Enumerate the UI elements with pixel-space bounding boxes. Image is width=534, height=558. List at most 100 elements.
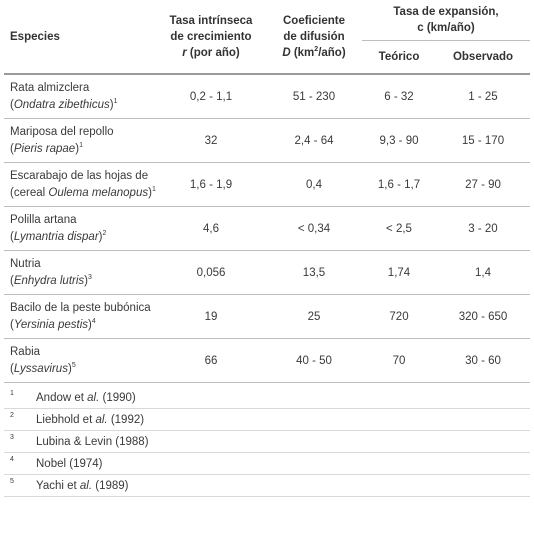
species-latin-line: (Ondatra zibethicus)1 bbox=[10, 97, 118, 111]
diffusion-cell: 0,4 bbox=[266, 162, 362, 207]
species-latin-name: Oulema melanopus bbox=[48, 186, 149, 199]
species-latin-line: (Lyssavirus)5 bbox=[10, 361, 76, 375]
species-ref-marker: 4 bbox=[91, 317, 96, 325]
diffusion-cell: 40 - 50 bbox=[266, 338, 362, 383]
theoretical-cell: 720 bbox=[362, 294, 436, 339]
species-ref-marker: 5 bbox=[71, 361, 76, 369]
reference-text: Yachi et al. (1989) bbox=[36, 480, 530, 492]
reference-item: 5 Yachi et al. (1989) bbox=[4, 475, 530, 497]
header-diffusion-line1: Coeficiente bbox=[283, 14, 345, 27]
table-row: Mariposa del repollo (Pieris rapae)1 32 … bbox=[4, 118, 530, 163]
references-list: 1 Andow et al. (1990) 2 Liebhold et al. … bbox=[4, 387, 530, 497]
observed-cell: 27 - 90 bbox=[436, 162, 530, 207]
observed-cell: 3 - 20 bbox=[436, 206, 530, 251]
species-common-name: Rabia bbox=[10, 345, 41, 358]
reference-item: 1 Andow et al. (1990) bbox=[4, 387, 530, 409]
diffusion-cell: < 0,34 bbox=[266, 206, 362, 251]
growth-rate-cell: 4,6 bbox=[156, 206, 266, 251]
reference-text: Lubina & Levin (1988) bbox=[36, 436, 530, 448]
header-species: Especies bbox=[10, 30, 60, 43]
reference-text: Nobel (1974) bbox=[36, 458, 530, 470]
reference-author: Andow et bbox=[36, 391, 88, 404]
header-expansion-line2: c (km/año) bbox=[417, 22, 475, 34]
reference-number: 3 bbox=[10, 434, 14, 441]
reference-etal: al. bbox=[95, 413, 108, 426]
diffusion-cell: 13,5 bbox=[266, 250, 362, 295]
reference-item: 4 Nobel (1974) bbox=[4, 453, 530, 475]
header-diffusion-unit-b: /año) bbox=[318, 46, 346, 59]
theoretical-cell: 6 - 32 bbox=[362, 73, 436, 119]
reference-author: Liebhold et bbox=[36, 413, 96, 426]
species-latin-name: Lymantria dispar bbox=[13, 230, 99, 243]
observed-cell: 1,4 bbox=[436, 250, 530, 295]
header-observed: Observado bbox=[436, 40, 530, 74]
reference-item: 2 Liebhold et al. (1992) bbox=[4, 409, 530, 431]
diffusion-cell: 25 bbox=[266, 294, 362, 339]
observed-cell: 1 - 25 bbox=[436, 73, 530, 119]
reference-number: 5 bbox=[10, 478, 14, 485]
observed-cell: 30 - 60 bbox=[436, 338, 530, 383]
species-cell: Polilla artana (Lymantria dispar)2 bbox=[4, 206, 156, 251]
observed-cell: 320 - 650 bbox=[436, 294, 530, 339]
theoretical-cell: 1,74 bbox=[362, 250, 436, 295]
header-growth-unit: (por año) bbox=[186, 46, 240, 59]
growth-rate-cell: 32 bbox=[156, 118, 266, 163]
species-common-name: Nutria bbox=[10, 257, 41, 270]
species-ref-marker: 1 bbox=[113, 97, 118, 105]
reference-year: (1989) bbox=[92, 479, 129, 492]
species-latin-line: (Lymantria dispar)2 bbox=[10, 229, 107, 243]
species-cell: Rabia (Lyssavirus)5 bbox=[4, 338, 156, 383]
theoretical-cell: 1,6 - 1,7 bbox=[362, 162, 436, 207]
theoretical-cell: 70 bbox=[362, 338, 436, 383]
reference-etal: al. bbox=[87, 391, 100, 404]
species-common-name: Escarabajo de las hojas de bbox=[10, 169, 149, 182]
species-latin-line: (cereal Oulema melanopus)1 bbox=[10, 185, 156, 199]
species-latin-name: Pieris rapae bbox=[13, 142, 76, 155]
species-ref-marker: 1 bbox=[151, 185, 156, 193]
header-growth-line2: de crecimiento bbox=[170, 30, 252, 43]
species-cell: Bacilo de la peste bubónica (Yersinia pe… bbox=[4, 294, 156, 339]
header-theoretical: Teórico bbox=[362, 40, 436, 74]
species-latin-line: (Enhydra lutris)3 bbox=[10, 273, 92, 287]
species-latin-name: Yersinia pestis bbox=[13, 318, 88, 331]
species-common-name: Mariposa del repollo bbox=[10, 125, 114, 138]
species-cell: Escarabajo de las hojas de (cereal Oulem… bbox=[4, 162, 156, 207]
species-latin-prefix: cereal bbox=[13, 186, 49, 199]
header-diffusion-unit-a: (km bbox=[290, 46, 315, 59]
species-ref-marker: 1 bbox=[79, 141, 83, 149]
reference-text: Liebhold et al. (1992) bbox=[36, 414, 530, 426]
header-growth-var: r bbox=[182, 46, 187, 59]
header-growth-line3: r (por año) bbox=[156, 45, 266, 61]
reference-author: Lubina & Levin (1988) bbox=[36, 435, 149, 448]
header-expansion-line1: Tasa de expansión, bbox=[393, 6, 499, 18]
table-row: Polilla artana (Lymantria dispar)2 4,6 <… bbox=[4, 206, 530, 251]
table-row: Escarabajo de las hojas de (cereal Oulem… bbox=[4, 162, 530, 207]
diffusion-cell: 2,4 - 64 bbox=[266, 118, 362, 163]
reference-year: (1990) bbox=[99, 391, 136, 404]
header-diffusion: Coeficiente de difusión D (km2/año) bbox=[266, 0, 362, 74]
species-latin-name: Lyssavirus bbox=[13, 362, 68, 375]
growth-rate-cell: 1,6 - 1,9 bbox=[156, 162, 266, 207]
header-diffusion-sup: 2 bbox=[314, 45, 319, 53]
reference-number: 4 bbox=[10, 456, 14, 463]
theoretical-cell: 9,3 - 90 bbox=[362, 118, 436, 163]
species-cell: Rata almizclera (Ondatra zibethicus)1 bbox=[4, 73, 156, 119]
reference-text: Andow et al. (1990) bbox=[36, 392, 530, 404]
reference-author: Nobel (1974) bbox=[36, 457, 103, 470]
species-ref-marker: 3 bbox=[88, 273, 92, 281]
header-diffusion-var: D bbox=[282, 46, 291, 59]
species-expansion-table: Especies Tasa intrínseca de crecimiento … bbox=[4, 0, 530, 383]
header-growth-rate: Tasa intrínseca de crecimiento r (por añ… bbox=[156, 0, 266, 74]
species-latin-line: (Pieris rapae)1 bbox=[10, 141, 83, 155]
growth-rate-cell: 0,056 bbox=[156, 250, 266, 295]
reference-number: 1 bbox=[10, 390, 14, 397]
species-common-name: Bacilo de la peste bubónica bbox=[10, 301, 151, 314]
reference-item: 3 Lubina & Levin (1988) bbox=[4, 431, 530, 453]
table-row: Bacilo de la peste bubónica (Yersinia pe… bbox=[4, 294, 530, 339]
table-body: Rata almizclera (Ondatra zibethicus)1 0,… bbox=[4, 73, 530, 383]
reference-year: (1992) bbox=[107, 413, 145, 426]
header-growth-line1: Tasa intrínseca bbox=[169, 14, 253, 27]
species-latin-name: Ondatra zibethicus bbox=[13, 98, 110, 111]
species-cell: Mariposa del repollo (Pieris rapae)1 bbox=[4, 118, 156, 163]
